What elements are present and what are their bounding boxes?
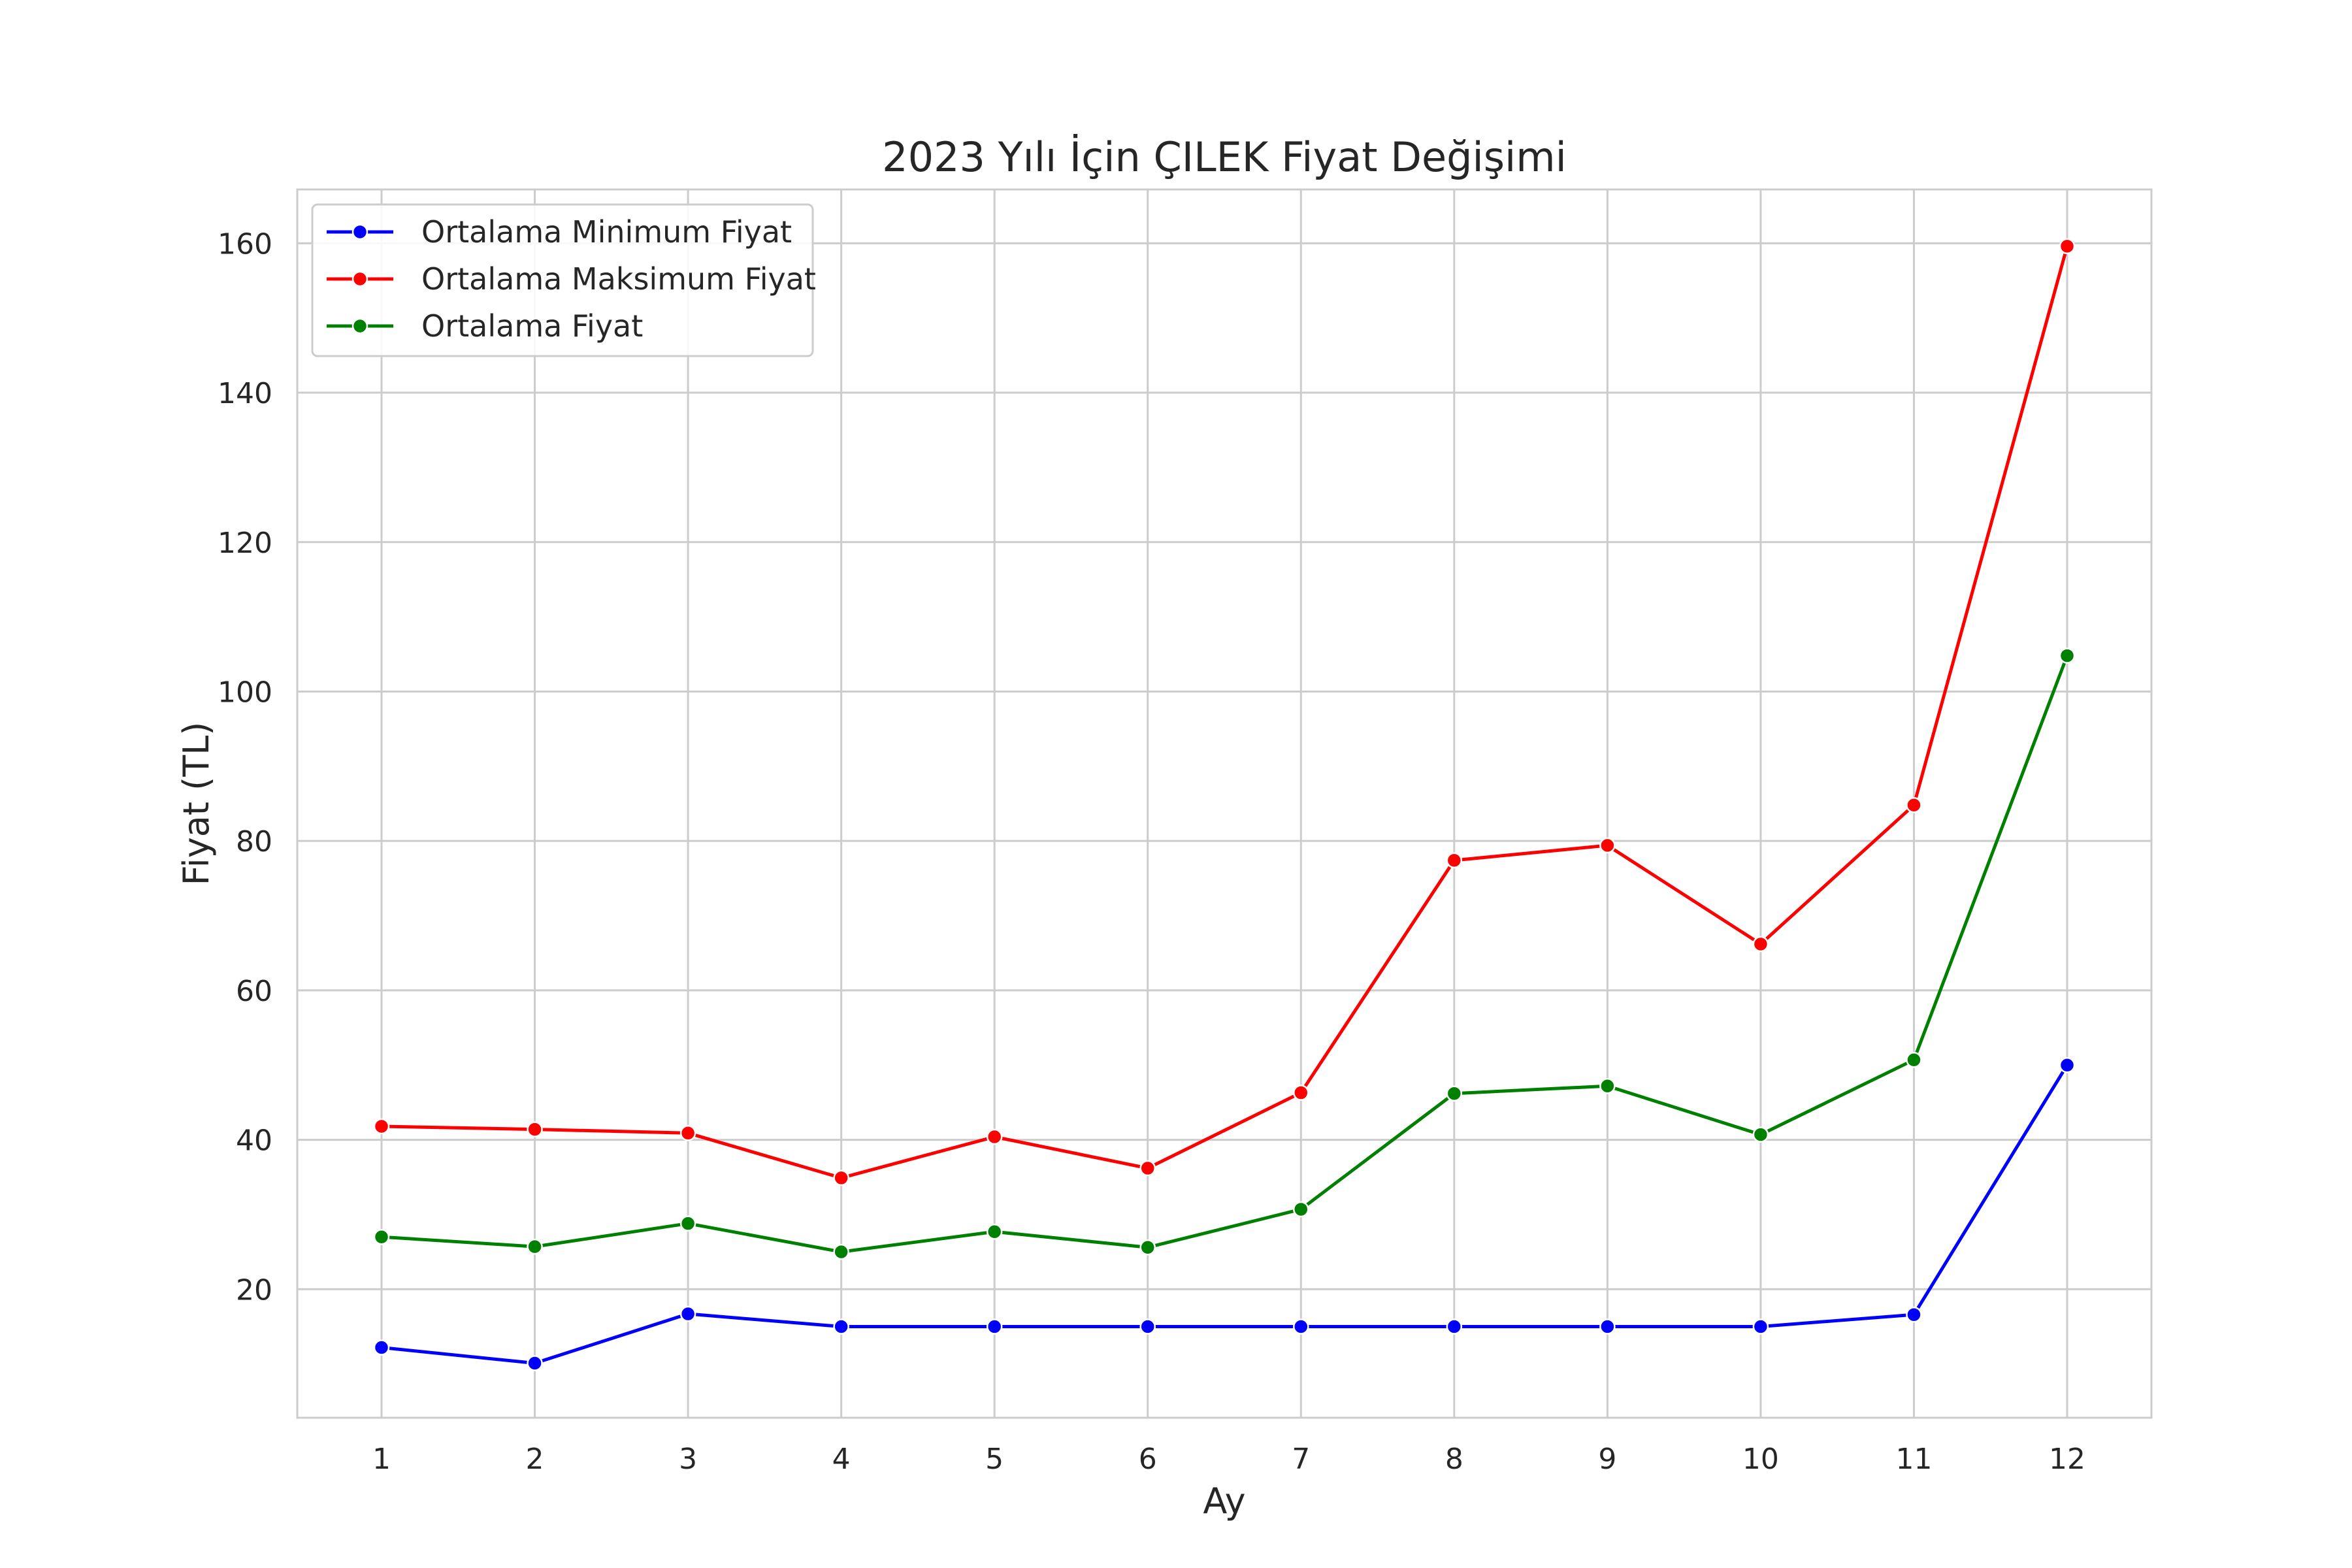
data-point [2059,647,2076,664]
x-tick-label: 8 [1445,1443,1463,1476]
data-point [679,1215,696,1232]
data-point [1906,797,1922,813]
x-tick-label: 4 [832,1443,851,1476]
series-line [381,246,2069,1180]
data-point [1752,1126,1769,1143]
data-point [1752,1318,1769,1335]
x-axis-title: Ay [1203,1480,1245,1522]
data-point [1293,1201,1309,1218]
data-point [1446,1085,1463,1102]
chart-title: 2023 Yılı İçin ÇILEK Fiyat Değişimi [882,133,1567,181]
legend: Ortalama Minimum Fiyat Ortalama Maksimum … [311,203,816,357]
y-tick-label: 140 [218,377,272,410]
data-point [2059,1056,2076,1073]
legend-marker [351,223,368,240]
data-point [1906,1306,1922,1323]
x-axis-ticks: 1 2 3 4 5 6 7 8 9 10 11 12 [372,1443,2085,1476]
legend-label: Ortalama Minimum Fiyat [421,214,792,250]
series-group [373,238,2076,1186]
x-tick-label: 3 [679,1443,697,1476]
data-point [1139,1160,1156,1177]
series-group [373,1056,2076,1371]
legend-label: Ortalama Fiyat [421,308,643,344]
data-point [2059,238,2076,255]
data-point [1446,852,1463,869]
data-point [1139,1318,1156,1335]
data-point [986,1224,1003,1240]
legend-marker [351,270,368,287]
y-axis-title: Fiyat (TL) [176,722,217,886]
legend-label: Ortalama Maksimum Fiyat [421,261,816,297]
y-tick-label: 80 [236,825,272,858]
x-tick-label: 9 [1598,1443,1616,1476]
data-point [1752,936,1769,953]
data-point [1293,1318,1309,1335]
data-point [527,1121,543,1137]
x-tick-label: 11 [1895,1443,1932,1476]
y-tick-label: 40 [236,1124,272,1158]
data-point [986,1128,1003,1145]
data-point [1599,1078,1616,1094]
y-tick-label: 20 [236,1273,272,1307]
data-point [373,1118,390,1135]
x-tick-label: 12 [2049,1443,2085,1476]
data-point [679,1305,696,1322]
x-tick-label: 10 [1742,1443,1779,1476]
data-point [1906,1051,1922,1068]
y-axis-ticks: 20 40 60 80 100 120 140 160 [218,227,272,1307]
x-tick-label: 1 [372,1443,391,1476]
y-tick-label: 100 [218,676,272,709]
data-point [833,1243,849,1260]
y-tick-label: 60 [236,975,272,1008]
x-tick-label: 5 [985,1443,1004,1476]
data-point [527,1238,543,1255]
data-point [833,1169,849,1186]
x-tick-label: 2 [526,1443,544,1476]
y-tick-label: 120 [218,527,272,560]
legend-box [311,203,814,357]
data-point [986,1318,1003,1335]
legend-item: Ortalama Maksimum Fiyat [327,261,816,297]
data-point [1293,1085,1309,1101]
series-layer [373,238,2076,1371]
data-point [1446,1318,1463,1335]
x-tick-label: 7 [1292,1443,1310,1476]
x-tick-label: 6 [1139,1443,1157,1476]
data-point [1599,837,1616,854]
data-point [1139,1239,1156,1256]
data-point [527,1355,543,1371]
legend-marker [351,318,368,335]
series-line [381,1064,2069,1365]
data-point [679,1125,696,1141]
series-group [373,647,2076,1260]
legend-item: Ortalama Fiyat [327,308,643,344]
y-tick-label: 160 [218,227,272,261]
series-line [381,655,2069,1254]
legend-item: Ortalama Minimum Fiyat [327,214,792,250]
data-point [833,1318,849,1335]
data-point [1599,1318,1616,1335]
plot-frame [296,188,2153,1419]
data-point [373,1339,390,1356]
data-point [373,1229,390,1245]
